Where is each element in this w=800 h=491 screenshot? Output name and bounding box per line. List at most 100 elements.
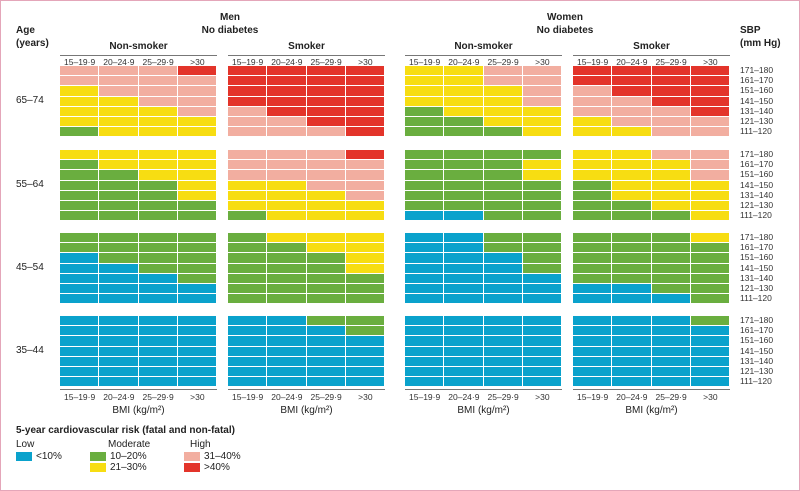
bmi-tick-top: 15–19·9	[232, 57, 264, 67]
risk-cell	[60, 106, 100, 117]
risk-cell	[522, 201, 562, 212]
risk-cell	[306, 273, 346, 284]
legend-swatch-low	[16, 452, 32, 461]
risk-cell	[444, 96, 484, 107]
risk-cell	[522, 160, 562, 171]
women-title: Women	[547, 12, 583, 23]
risk-cell	[60, 190, 100, 201]
risk-cell	[612, 86, 652, 97]
risk-cell	[306, 170, 346, 181]
risk-cell	[228, 117, 268, 128]
risk-cell	[345, 377, 385, 388]
risk-cell	[612, 367, 652, 378]
risk-cell	[612, 336, 652, 347]
risk-cell	[99, 160, 139, 171]
risk-cell	[651, 243, 691, 254]
risk-cell	[345, 233, 385, 244]
bmi-tick-bottom: >30	[358, 392, 373, 402]
risk-cell	[573, 117, 613, 128]
risk-cell	[177, 190, 217, 201]
risk-cell	[522, 346, 562, 357]
risk-cell	[405, 253, 445, 264]
risk-cell	[573, 367, 613, 378]
risk-cell	[99, 150, 139, 161]
risk-cell	[138, 160, 178, 171]
risk-cell	[228, 294, 268, 305]
risk-cell	[483, 316, 523, 327]
risk-cell	[306, 253, 346, 264]
risk-cell	[573, 346, 613, 357]
sbp-tick-label: 151–160	[740, 85, 774, 96]
bmi-tick-bottom: >30	[535, 392, 550, 402]
risk-cell	[267, 180, 307, 191]
risk-cell	[228, 170, 268, 181]
risk-cell	[444, 356, 484, 367]
risk-cell	[444, 263, 484, 274]
risk-cell	[483, 284, 523, 295]
risk-cell	[306, 180, 346, 191]
risk-cell	[612, 253, 652, 264]
risk-cell	[573, 150, 613, 161]
risk-cell	[345, 356, 385, 367]
risk-cell	[612, 201, 652, 212]
risk-cell	[345, 211, 385, 222]
risk-cell	[306, 150, 346, 161]
risk-cell	[573, 127, 613, 138]
legend-label-low: <10%	[36, 451, 62, 462]
risk-cell	[60, 211, 100, 222]
risk-cell	[228, 86, 268, 97]
bmi-tick-bottom: 25–29·9	[142, 392, 174, 402]
risk-cell	[522, 211, 562, 222]
risk-cell	[522, 253, 562, 264]
risk-cell	[99, 243, 139, 254]
risk-cell	[483, 117, 523, 128]
risk-cell	[306, 377, 346, 388]
men-title: Men	[220, 12, 240, 23]
risk-cell	[60, 96, 100, 107]
risk-cell	[651, 284, 691, 295]
risk-cell	[483, 127, 523, 138]
risk-cell	[138, 273, 178, 284]
risk-cell	[405, 346, 445, 357]
risk-cell	[522, 367, 562, 378]
sbp-tick-label: 131–140	[740, 272, 774, 283]
sbp-tick-label: 171–180	[740, 149, 774, 159]
risk-cell	[522, 243, 562, 254]
risk-cell	[138, 190, 178, 201]
risk-cell	[651, 180, 691, 191]
risk-cell	[228, 253, 268, 264]
risk-cell	[267, 190, 307, 201]
risk-cell	[690, 243, 730, 254]
risk-cell	[177, 233, 217, 244]
risk-cell	[522, 66, 562, 77]
rule-women-non-smoker	[405, 55, 562, 56]
women-no-diabetes: No diabetes	[536, 25, 594, 36]
risk-cell	[651, 263, 691, 274]
risk-cell	[444, 211, 484, 222]
risk-cell	[99, 367, 139, 378]
legend-low-label: Low	[16, 439, 35, 450]
risk-cell	[60, 170, 100, 181]
risk-cell	[99, 76, 139, 87]
panel-title-men-smoker: Smoker	[288, 41, 325, 52]
risk-cell	[405, 336, 445, 347]
risk-cell	[60, 284, 100, 295]
risk-cell	[177, 243, 217, 254]
risk-cell	[651, 96, 691, 107]
age-units: (years)	[16, 38, 49, 49]
bmi-axis-line	[573, 389, 730, 390]
sbp-tick-label: 121–130	[740, 200, 774, 210]
risk-cell	[60, 336, 100, 347]
risk-cell	[612, 233, 652, 244]
risk-cell	[60, 377, 100, 388]
risk-cell	[522, 233, 562, 244]
risk-cell	[612, 160, 652, 171]
legend-swatch-31-40	[184, 452, 200, 461]
risk-cell	[612, 170, 652, 181]
risk-cell	[99, 263, 139, 274]
sbp-tick-label: 171–180	[740, 315, 774, 325]
risk-cell	[267, 127, 307, 138]
bmi-axis-title: BMI (kg/m²)	[457, 405, 510, 416]
risk-cell	[651, 367, 691, 378]
risk-cell	[573, 233, 613, 244]
